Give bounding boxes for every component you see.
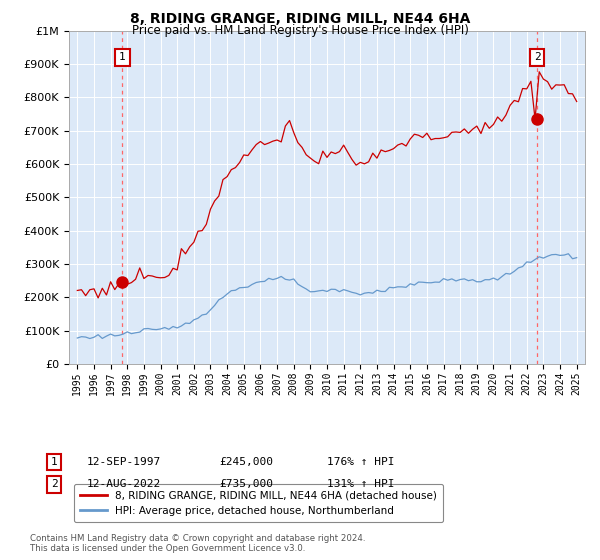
- Text: 2: 2: [50, 479, 58, 489]
- Text: 12-SEP-1997: 12-SEP-1997: [87, 457, 161, 467]
- Text: £245,000: £245,000: [219, 457, 273, 467]
- Text: 176% ↑ HPI: 176% ↑ HPI: [327, 457, 395, 467]
- Text: 1: 1: [50, 457, 58, 467]
- Text: £735,000: £735,000: [219, 479, 273, 489]
- Text: Contains HM Land Registry data © Crown copyright and database right 2024.
This d: Contains HM Land Registry data © Crown c…: [30, 534, 365, 553]
- Text: Price paid vs. HM Land Registry's House Price Index (HPI): Price paid vs. HM Land Registry's House …: [131, 24, 469, 37]
- Text: 131% ↑ HPI: 131% ↑ HPI: [327, 479, 395, 489]
- Legend: 8, RIDING GRANGE, RIDING MILL, NE44 6HA (detached house), HPI: Average price, de: 8, RIDING GRANGE, RIDING MILL, NE44 6HA …: [74, 484, 443, 522]
- Text: 12-AUG-2022: 12-AUG-2022: [87, 479, 161, 489]
- Text: 8, RIDING GRANGE, RIDING MILL, NE44 6HA: 8, RIDING GRANGE, RIDING MILL, NE44 6HA: [130, 12, 470, 26]
- Text: 1: 1: [119, 53, 126, 63]
- Text: 2: 2: [533, 53, 541, 63]
